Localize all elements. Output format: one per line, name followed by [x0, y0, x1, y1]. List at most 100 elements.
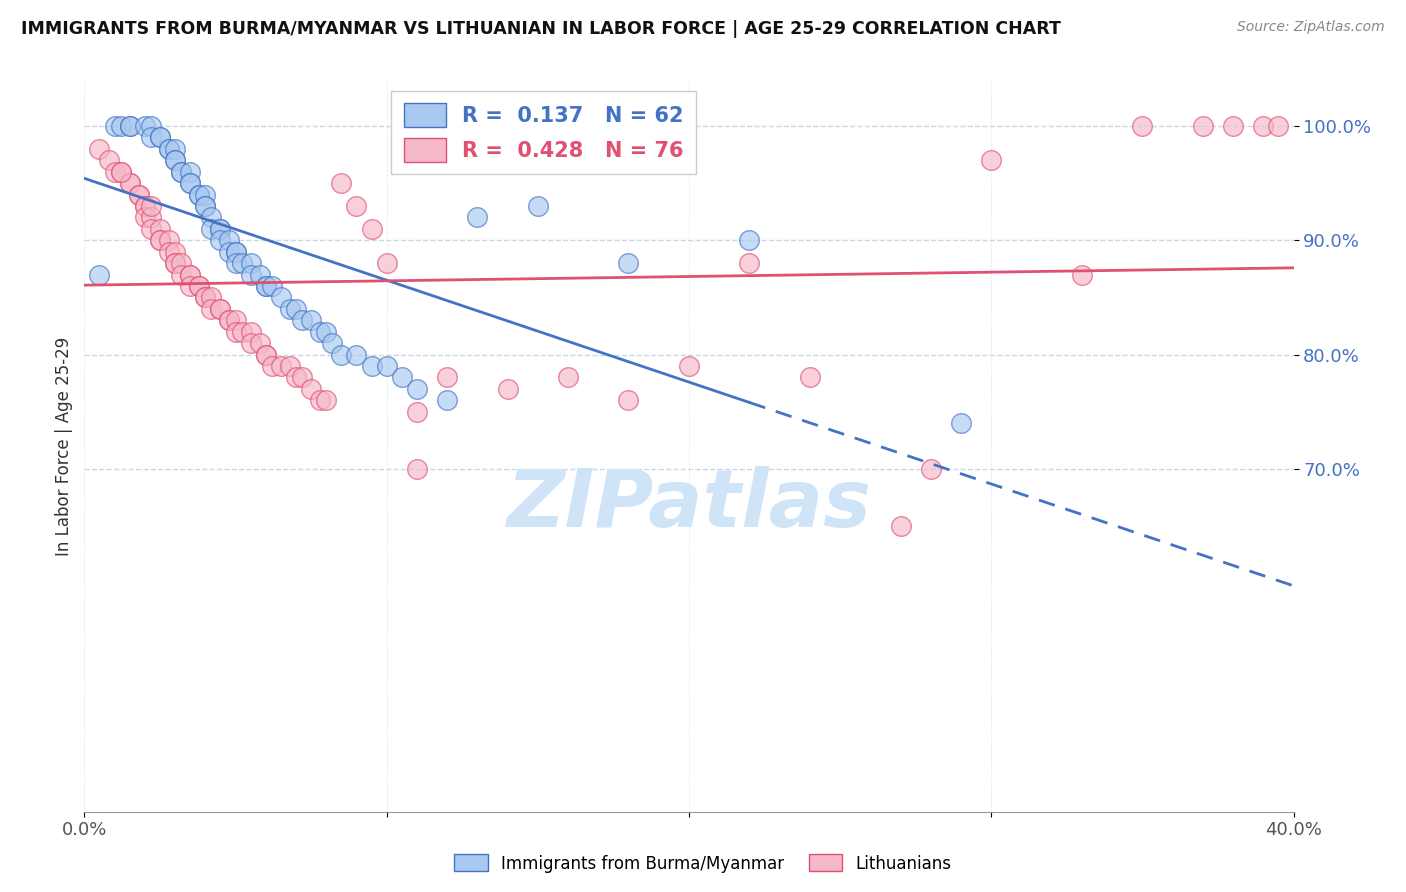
Point [149, 130, 172, 145]
Point [231, 325, 253, 339]
Point [557, 370, 579, 384]
Point [165, 244, 187, 259]
Point [527, 199, 550, 213]
Point [165, 142, 187, 156]
Point [118, 119, 141, 133]
Point [225, 325, 247, 339]
Point [254, 279, 277, 293]
Point [1222, 119, 1244, 133]
Point [920, 462, 942, 476]
Point [165, 153, 187, 168]
Point [360, 359, 382, 373]
Point [188, 279, 211, 293]
Point [209, 222, 232, 236]
Point [104, 165, 127, 179]
Point [139, 130, 162, 145]
Point [249, 268, 271, 282]
Point [299, 313, 322, 327]
Point [1253, 119, 1275, 133]
Point [315, 393, 337, 408]
Point [179, 176, 201, 190]
Point [110, 119, 132, 133]
Point [128, 187, 150, 202]
Point [890, 519, 912, 533]
Point [299, 382, 322, 396]
Point [496, 382, 519, 396]
Point [225, 313, 247, 327]
Point [188, 187, 211, 202]
Point [188, 279, 211, 293]
Point [170, 165, 193, 179]
Point [157, 233, 180, 247]
Point [194, 187, 217, 202]
Point [249, 336, 271, 351]
Point [157, 244, 180, 259]
Point [239, 325, 262, 339]
Point [1192, 119, 1215, 133]
Text: Source: ZipAtlas.com: Source: ZipAtlas.com [1237, 20, 1385, 34]
Point [225, 244, 247, 259]
Point [799, 370, 821, 384]
Point [360, 222, 382, 236]
Point [170, 165, 193, 179]
Point [270, 290, 292, 304]
Point [346, 199, 368, 213]
Point [285, 370, 308, 384]
Point [104, 119, 127, 133]
Point [209, 301, 232, 316]
Point [149, 222, 172, 236]
Point [467, 211, 489, 225]
Point [231, 256, 253, 270]
Point [149, 130, 172, 145]
Point [278, 301, 301, 316]
Point [218, 244, 240, 259]
Point [406, 405, 429, 419]
Point [406, 462, 429, 476]
Point [134, 199, 156, 213]
Point [170, 256, 193, 270]
Point [291, 313, 314, 327]
Point [291, 370, 314, 384]
Point [139, 211, 162, 225]
Point [406, 382, 429, 396]
Point [254, 279, 277, 293]
Point [309, 393, 332, 408]
Point [134, 199, 156, 213]
Point [1071, 268, 1094, 282]
Point [950, 416, 973, 430]
Point [225, 244, 247, 259]
Point [278, 359, 301, 373]
Point [134, 211, 156, 225]
Point [179, 279, 201, 293]
Point [118, 176, 141, 190]
Point [209, 222, 232, 236]
Point [134, 119, 156, 133]
Point [139, 119, 162, 133]
Point [194, 199, 217, 213]
Point [139, 222, 162, 236]
Point [1130, 119, 1153, 133]
Point [194, 199, 217, 213]
Point [218, 233, 240, 247]
Point [678, 359, 700, 373]
Text: ZIPatlas: ZIPatlas [506, 466, 872, 543]
Point [436, 393, 458, 408]
Point [1267, 119, 1289, 133]
Point [194, 290, 217, 304]
Point [375, 256, 398, 270]
Legend: Immigrants from Burma/Myanmar, Lithuanians: Immigrants from Burma/Myanmar, Lithuania… [447, 847, 959, 880]
Point [118, 119, 141, 133]
Point [330, 176, 353, 190]
Point [179, 268, 201, 282]
Point [980, 153, 1002, 168]
Point [346, 347, 368, 362]
Point [149, 233, 172, 247]
Point [321, 336, 343, 351]
Y-axis label: In Labor Force | Age 25-29: In Labor Force | Age 25-29 [55, 336, 73, 556]
Point [391, 370, 413, 384]
Point [200, 290, 222, 304]
Point [110, 165, 132, 179]
Point [285, 301, 308, 316]
Point [89, 142, 111, 156]
Point [194, 290, 217, 304]
